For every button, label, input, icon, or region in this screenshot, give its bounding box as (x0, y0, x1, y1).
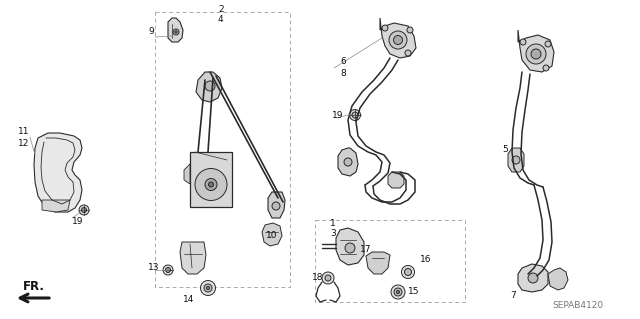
Bar (315, 220, 465, 302)
Circle shape (526, 44, 546, 64)
Text: 1: 1 (330, 219, 336, 227)
Text: 17: 17 (360, 246, 371, 255)
Text: SEPAB4120: SEPAB4120 (552, 300, 604, 309)
Circle shape (345, 243, 355, 253)
Circle shape (79, 205, 89, 215)
Text: 8: 8 (340, 69, 346, 78)
Bar (155, 12, 290, 287)
Circle shape (322, 272, 334, 284)
Text: 12: 12 (18, 138, 29, 147)
Circle shape (272, 202, 280, 210)
Circle shape (204, 284, 212, 292)
Circle shape (405, 50, 411, 56)
Polygon shape (336, 228, 364, 265)
Bar (190, 152, 232, 207)
Text: 15: 15 (408, 287, 419, 296)
Circle shape (545, 41, 551, 47)
Circle shape (195, 168, 227, 201)
Circle shape (352, 112, 358, 118)
Circle shape (528, 273, 538, 283)
Text: FR.: FR. (23, 280, 45, 293)
Circle shape (209, 182, 214, 187)
Polygon shape (366, 252, 390, 274)
Circle shape (200, 280, 216, 295)
Polygon shape (508, 148, 524, 172)
Text: 9: 9 (148, 27, 154, 36)
Circle shape (389, 31, 407, 49)
Polygon shape (180, 242, 206, 274)
Polygon shape (268, 192, 285, 218)
Circle shape (543, 65, 549, 71)
Text: 10: 10 (266, 232, 278, 241)
Polygon shape (196, 72, 222, 102)
Polygon shape (380, 18, 416, 58)
Circle shape (404, 269, 412, 276)
Circle shape (394, 35, 403, 44)
Circle shape (382, 25, 388, 31)
Polygon shape (518, 30, 554, 72)
Circle shape (344, 158, 352, 166)
Text: 4: 4 (218, 16, 223, 25)
Polygon shape (518, 264, 548, 292)
Circle shape (175, 31, 177, 33)
Polygon shape (262, 223, 282, 246)
Circle shape (531, 49, 541, 59)
Circle shape (205, 179, 217, 190)
Circle shape (394, 288, 402, 296)
Text: 16: 16 (420, 256, 431, 264)
Circle shape (407, 27, 413, 33)
Circle shape (391, 285, 405, 299)
Text: 18: 18 (312, 273, 323, 283)
Polygon shape (168, 18, 183, 42)
Text: 3: 3 (330, 228, 336, 238)
Circle shape (166, 268, 170, 272)
Polygon shape (34, 133, 82, 212)
Text: 11: 11 (18, 128, 29, 137)
Text: 5: 5 (502, 145, 508, 154)
Text: 14: 14 (183, 295, 195, 305)
Polygon shape (548, 268, 568, 290)
Circle shape (397, 291, 399, 293)
Circle shape (81, 207, 86, 212)
Text: 13: 13 (148, 263, 159, 271)
Circle shape (520, 39, 526, 45)
Circle shape (349, 109, 360, 121)
Text: 6: 6 (340, 57, 346, 66)
Polygon shape (338, 148, 358, 176)
Polygon shape (388, 172, 404, 188)
Circle shape (512, 156, 520, 164)
Circle shape (163, 265, 173, 275)
Text: 7: 7 (510, 291, 516, 300)
Circle shape (205, 81, 215, 91)
Circle shape (401, 265, 415, 278)
Text: 19: 19 (332, 112, 344, 121)
Circle shape (173, 29, 179, 35)
Circle shape (207, 286, 209, 290)
Circle shape (325, 275, 331, 281)
Polygon shape (184, 164, 190, 184)
Polygon shape (42, 200, 70, 212)
Text: 19: 19 (72, 218, 83, 226)
Text: 2: 2 (218, 5, 223, 14)
